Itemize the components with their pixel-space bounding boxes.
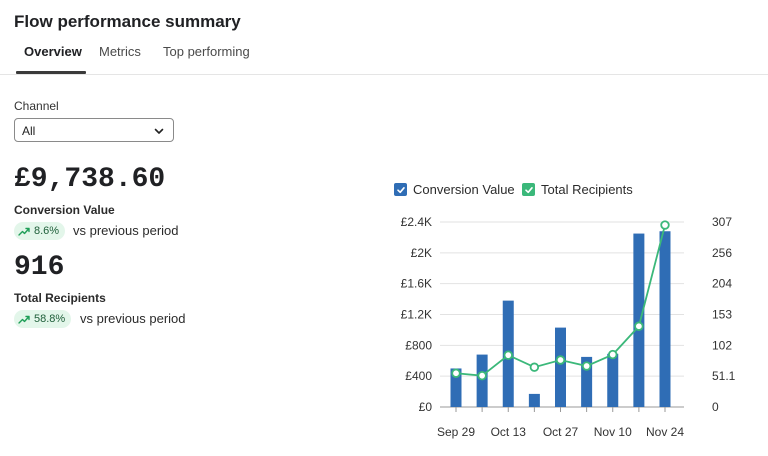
trend-up-icon [18, 315, 30, 324]
y-left-tick-label: £1.6K [401, 277, 432, 291]
tab-metrics[interactable]: Metrics [99, 44, 141, 59]
tab-bar: Overview Metrics Top performing [0, 40, 768, 75]
y-right-tick-label: 102 [712, 338, 732, 352]
point-total-recipients [451, 368, 461, 378]
point-total-recipients [555, 355, 566, 365]
legend-total-recipients[interactable]: Total Recipients [522, 182, 633, 197]
total-recipients-label: Total Recipients [14, 291, 106, 305]
legend-conversion-value[interactable]: Conversion Value [394, 182, 515, 197]
x-tick-label: Nov 10 [594, 425, 632, 439]
y-left-tick-label: £800 [405, 338, 432, 352]
chevron-down-icon [153, 124, 165, 142]
point-total-recipients [503, 350, 513, 360]
y-right-tick-label: 307 [712, 215, 732, 229]
point-total-recipients [477, 370, 487, 381]
bar-conversion-value [659, 231, 671, 407]
checkbox-checked-icon [522, 183, 535, 196]
y-right-tick-label: 204 [712, 277, 732, 291]
channel-label: Channel [14, 99, 59, 113]
bar-conversion-value [528, 393, 540, 407]
point-total-recipients [608, 349, 618, 360]
tab-overview[interactable]: Overview [24, 44, 82, 59]
bar-conversion-value [450, 368, 462, 407]
conversion-change-badge: 8.6% [14, 222, 66, 240]
x-tick-label: Oct 27 [543, 425, 579, 439]
conversion-compare-text: vs previous period [73, 223, 179, 238]
bar-conversion-value [607, 353, 619, 407]
point-total-recipients [660, 220, 670, 230]
y-left-tick-label: £1.2K [401, 308, 432, 322]
recipients-change-value: 58.8% [34, 313, 66, 325]
x-tick-label: Oct 13 [491, 425, 527, 439]
y-right-tick-label: 153 [712, 308, 732, 322]
trend-up-icon [18, 227, 30, 236]
bar-conversion-value [555, 327, 566, 407]
y-left-tick-label: £400 [405, 369, 432, 383]
bar-conversion-value [476, 354, 488, 407]
conversion-change-value: 8.6% [34, 225, 60, 237]
conversion-value-amount: £9,738.60 [14, 164, 166, 195]
y-left-tick-label: £0 [419, 400, 433, 414]
y-left-tick-label: £2.4K [401, 215, 432, 229]
legend-label: Conversion Value [413, 182, 515, 197]
x-tick-label: Nov 24 [646, 425, 684, 439]
point-total-recipients [529, 362, 540, 372]
tab-top-performing[interactable]: Top performing [163, 44, 250, 59]
point-total-recipients [634, 321, 644, 331]
recipients-compare-text: vs previous period [80, 311, 186, 326]
y-right-tick-label: 256 [712, 246, 732, 260]
page-title: Flow performance summary [14, 12, 241, 31]
bar-conversion-value [633, 233, 645, 407]
bar-conversion-value [581, 356, 593, 407]
active-tab-indicator [16, 71, 86, 74]
legend-label: Total Recipients [541, 182, 633, 197]
x-tick-label: Sep 29 [437, 425, 475, 439]
total-recipients-amount: 916 [14, 252, 65, 283]
point-total-recipients [581, 361, 592, 371]
checkbox-checked-icon [394, 183, 407, 196]
y-right-tick-label: 0 [712, 400, 719, 414]
recipients-change-badge: 58.8% [14, 310, 72, 328]
channel-select-value: All [22, 124, 36, 138]
y-left-tick-label: £2K [411, 246, 432, 260]
channel-select[interactable]: All [14, 118, 174, 142]
conversion-value-label: Conversion Value [14, 203, 115, 217]
y-right-tick-label: 51.1 [712, 369, 736, 383]
